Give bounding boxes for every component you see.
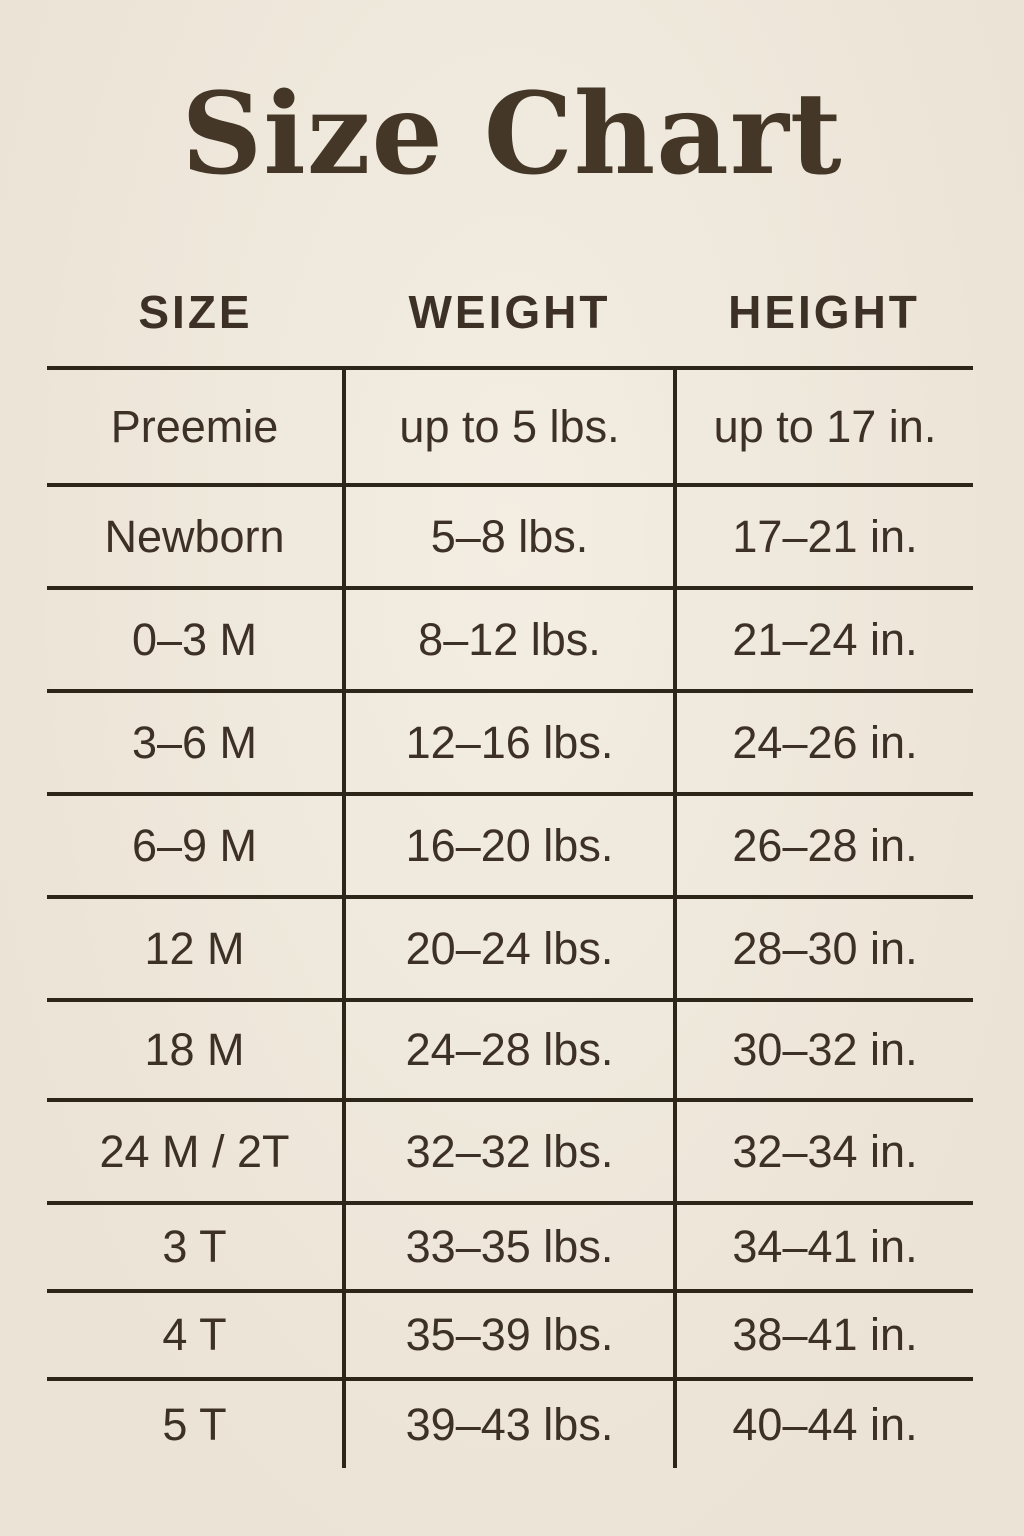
cell-height: 30–32 in.: [732, 1024, 918, 1075]
cell-weight: 24–28 lbs.: [342, 1000, 677, 1100]
column-header-height: HEIGHT: [728, 286, 920, 338]
cell-size: 5 T: [162, 1398, 227, 1450]
table-body: Preemie up to 5 lbs. up to 17 in. Newbor…: [47, 368, 973, 1468]
cell-size: 6–9 M: [131, 819, 258, 871]
cell-height: 26–28 in.: [732, 819, 918, 871]
cell-weight: 20–24 lbs.: [342, 897, 677, 1000]
cell-size: 3 T: [162, 1221, 227, 1272]
cell-weight: 39–43 lbs.: [342, 1379, 677, 1468]
cell-height: 21–24 in.: [732, 613, 918, 665]
cell-size: 24 M / 2T: [99, 1125, 290, 1177]
table-row: 6–9 M 16–20 lbs. 26–28 in.: [47, 794, 973, 897]
table-row: Preemie up to 5 lbs. up to 17 in.: [47, 368, 973, 485]
cell-size: 4 T: [162, 1309, 227, 1360]
cell-weight: 8–12 lbs.: [342, 588, 677, 691]
cell-weight: 16–20 lbs.: [342, 794, 677, 897]
cell-size: Newborn: [104, 510, 285, 562]
cell-height: 40–44 in.: [732, 1398, 918, 1450]
table-row: 18 M 24–28 lbs. 30–32 in.: [47, 1000, 973, 1100]
cell-size: 0–3 M: [131, 613, 258, 665]
size-chart-table: SIZE WEIGHT HEIGHT Preemie up to 5 lbs. …: [47, 258, 973, 1468]
cell-weight: 5–8 lbs.: [342, 485, 677, 588]
cell-weight: 33–35 lbs.: [342, 1203, 677, 1291]
cell-height: 28–30 in.: [732, 922, 918, 974]
table-header: SIZE WEIGHT HEIGHT: [47, 258, 973, 368]
table-row: 12 M 20–24 lbs. 28–30 in.: [47, 897, 973, 1000]
cell-weight: 12–16 lbs.: [342, 691, 677, 794]
cell-weight: 35–39 lbs.: [342, 1291, 677, 1379]
cell-size: 18 M: [144, 1024, 245, 1075]
cell-height: 34–41 in.: [732, 1221, 918, 1272]
column-header-weight: WEIGHT: [408, 286, 611, 338]
table-row: 24 M / 2T 32–32 lbs. 32–34 in.: [47, 1100, 973, 1203]
cell-size: 12 M: [144, 922, 245, 974]
cell-weight: up to 5 lbs.: [342, 368, 677, 485]
cell-height: 24–26 in.: [732, 716, 918, 768]
cell-height: 38–41 in.: [732, 1309, 918, 1360]
cell-size: 3–6 M: [131, 716, 258, 768]
header-row: SIZE WEIGHT HEIGHT: [47, 258, 973, 368]
table-row: Newborn 5–8 lbs. 17–21 in.: [47, 485, 973, 588]
table-row: 3 T 33–35 lbs. 34–41 in.: [47, 1203, 973, 1291]
cell-weight: 32–32 lbs.: [342, 1100, 677, 1203]
table-row: 5 T 39–43 lbs. 40–44 in.: [47, 1379, 973, 1468]
cell-size: Preemie: [110, 400, 279, 452]
table-row: 3–6 M 12–16 lbs. 24–26 in.: [47, 691, 973, 794]
cell-height: 17–21 in.: [732, 510, 918, 562]
column-header-size: SIZE: [138, 286, 253, 338]
cell-height: up to 17 in.: [713, 400, 937, 452]
table-row: 4 T 35–39 lbs. 38–41 in.: [47, 1291, 973, 1379]
page-title: Size Chart: [181, 69, 843, 200]
table-row: 0–3 M 8–12 lbs. 21–24 in.: [47, 588, 973, 691]
cell-height: 32–34 in.: [732, 1125, 918, 1177]
